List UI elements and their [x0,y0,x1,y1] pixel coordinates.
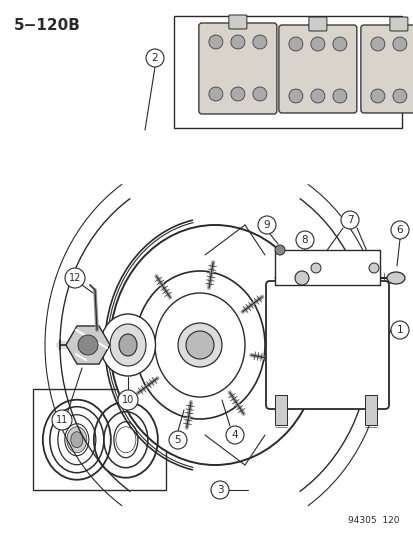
Circle shape [211,481,228,499]
Circle shape [392,89,406,103]
Ellipse shape [386,272,404,284]
FancyBboxPatch shape [360,25,413,113]
FancyBboxPatch shape [198,23,276,114]
Ellipse shape [110,225,319,465]
FancyBboxPatch shape [278,25,356,113]
Text: 94305  120: 94305 120 [348,516,399,525]
Bar [274,250,379,285]
Circle shape [209,35,222,49]
Text: 7: 7 [346,215,352,225]
Circle shape [392,37,406,51]
Circle shape [294,271,308,285]
Circle shape [252,35,266,49]
Circle shape [146,49,164,67]
Text: 3: 3 [216,485,223,495]
Circle shape [230,35,244,49]
Circle shape [169,431,187,449]
Circle shape [52,410,72,430]
Text: 8: 8 [301,235,308,245]
Bar [274,395,286,425]
Circle shape [340,211,358,229]
Circle shape [118,390,138,410]
Bar [364,395,376,425]
Ellipse shape [110,324,146,366]
Circle shape [370,37,384,51]
Circle shape [288,37,302,51]
Circle shape [209,87,222,101]
Ellipse shape [116,427,135,453]
Circle shape [78,335,98,355]
Circle shape [295,231,313,249]
Ellipse shape [100,314,155,376]
Circle shape [370,89,384,103]
Circle shape [185,331,214,359]
Circle shape [178,323,221,367]
Text: 12: 12 [69,273,81,283]
Text: 9: 9 [263,220,270,230]
Text: 5: 5 [174,435,181,445]
Ellipse shape [154,293,244,397]
Circle shape [390,221,408,239]
Circle shape [257,216,275,234]
FancyBboxPatch shape [228,15,246,29]
FancyBboxPatch shape [266,281,388,409]
Ellipse shape [66,427,87,453]
Circle shape [65,268,85,288]
Ellipse shape [119,334,137,356]
Bar [173,16,401,128]
Circle shape [230,87,244,101]
Text: 4: 4 [231,430,238,440]
Bar [33,389,165,490]
Text: 10: 10 [121,395,134,405]
Circle shape [310,263,320,273]
Circle shape [368,263,378,273]
Ellipse shape [135,271,264,419]
FancyBboxPatch shape [308,17,326,31]
FancyBboxPatch shape [389,17,407,31]
Text: 1: 1 [396,325,402,335]
Text: 11: 11 [56,415,68,425]
Text: 2: 2 [151,53,158,63]
Ellipse shape [71,432,83,448]
Circle shape [332,89,346,103]
Text: 5−120B: 5−120B [14,18,81,33]
Circle shape [274,245,284,255]
Circle shape [252,87,266,101]
Circle shape [225,426,243,444]
Circle shape [332,37,346,51]
Circle shape [288,89,302,103]
Circle shape [390,321,408,339]
Circle shape [310,37,324,51]
Circle shape [310,89,324,103]
Text: 6: 6 [396,225,402,235]
